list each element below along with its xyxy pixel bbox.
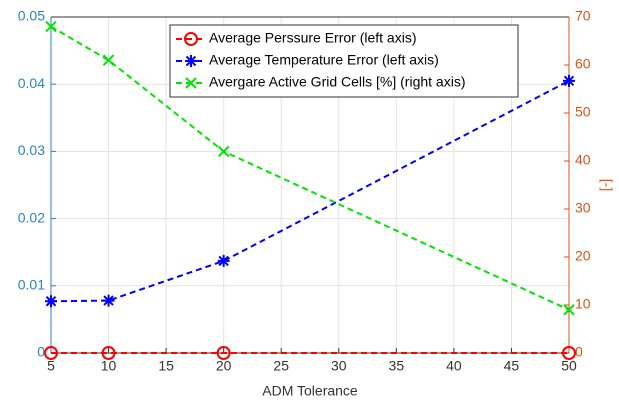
x-tick-label: 45 <box>504 358 520 374</box>
y2-axis-label: [-] <box>599 179 615 191</box>
x-tick-label: 15 <box>158 358 174 374</box>
marker <box>217 254 230 267</box>
marker <box>216 346 231 360</box>
y2-tick-label: 20 <box>575 248 591 264</box>
y-tick-label: 0.04 <box>18 75 45 91</box>
series-line <box>50 25 570 311</box>
y2-tick-label: 10 <box>575 296 591 312</box>
y-tick-label: 0.05 <box>18 8 45 24</box>
y-tick-label: 0.03 <box>18 142 45 158</box>
y2-tick-label: 60 <box>575 56 591 72</box>
y2-tick-label: 0 <box>575 344 583 360</box>
marker <box>185 55 197 67</box>
y2-tick-label: 40 <box>575 152 591 168</box>
marker <box>184 32 198 46</box>
y2-tick-label: 30 <box>575 200 591 216</box>
legend: Average Perssure Error (left axis) Averag… <box>169 24 519 98</box>
marker <box>102 54 115 66</box>
y-tick-label: 0 <box>37 344 45 360</box>
x-tick-label: 35 <box>389 358 405 374</box>
series-line <box>50 79 570 303</box>
marker <box>563 304 575 316</box>
legend-label: Avergare Active Grid Cells [%] (right ax… <box>209 74 466 90</box>
legend-box <box>169 24 519 98</box>
marker <box>185 77 197 89</box>
y2-tick-label: 50 <box>575 104 591 120</box>
x-tick-label: 50 <box>561 358 577 374</box>
marker <box>44 346 58 360</box>
x-axis-label: ADM Tolerance <box>262 383 358 399</box>
x-tick-label: 30 <box>331 358 347 374</box>
y-tick-label: 0.01 <box>18 277 45 293</box>
x-tick-label: 20 <box>216 358 232 374</box>
x-tick-label: 10 <box>101 358 117 374</box>
x-tick-label: 25 <box>273 358 289 374</box>
y2-tick-label: 70 <box>575 8 591 24</box>
x-tick-label: 5 <box>47 358 55 374</box>
marker <box>563 74 575 87</box>
marker <box>101 346 116 360</box>
legend-label: Average Temperature Error (left axis) <box>209 52 439 68</box>
y-tick-label: 0.02 <box>18 209 45 225</box>
marker <box>562 346 576 360</box>
marker <box>45 295 57 308</box>
marker <box>217 145 230 158</box>
legend-label: Average Perssure Error (left axis) <box>209 30 416 46</box>
x-tick-label: 40 <box>446 358 462 374</box>
marker <box>102 294 115 307</box>
marker <box>45 20 57 33</box>
